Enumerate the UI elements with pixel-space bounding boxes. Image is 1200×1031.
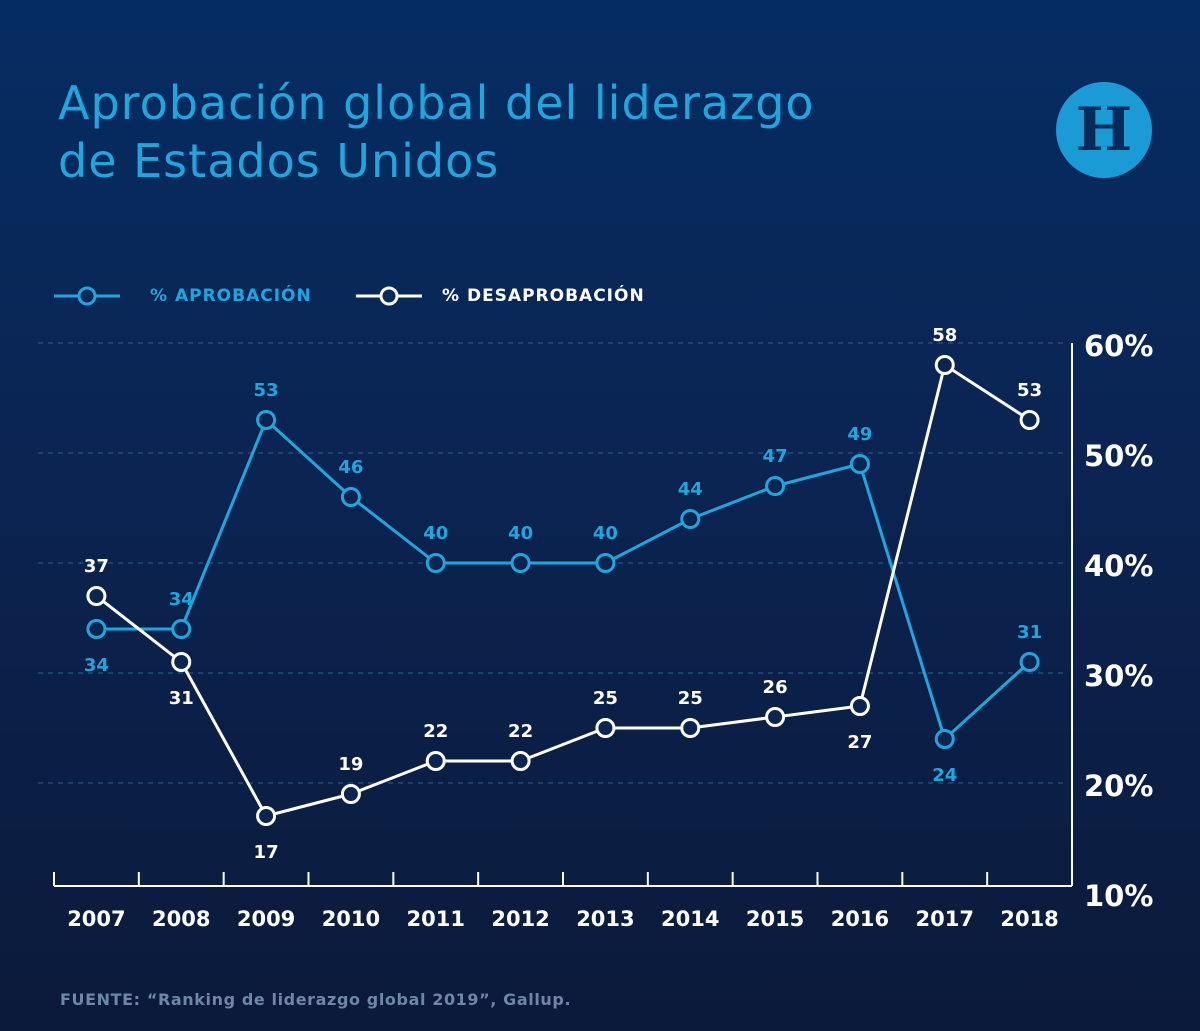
y-tick-label-10: 10% (1084, 879, 1153, 913)
y-tick-label-40: 40% (1084, 549, 1153, 583)
data-label-disapproval-2009: 17 (254, 842, 279, 863)
data-label-disapproval-2013: 25 (593, 688, 618, 709)
x-tick-label-2007: 2007 (67, 907, 125, 931)
data-label-approval-2018: 31 (1017, 622, 1042, 643)
brand-logo-letter: H (1075, 95, 1133, 165)
data-point-approval-2009 (256, 410, 277, 430)
data-label-approval-2016: 49 (847, 424, 872, 445)
x-tick-label-2014: 2014 (661, 907, 719, 931)
legend-label-disapproval: % DESAPROBACIÓN (442, 286, 645, 306)
x-tick-label-2009: 2009 (237, 907, 295, 931)
y-tick-label-30: 30% (1084, 659, 1153, 693)
chart-title: Aprobación global del liderazgo de Estad… (58, 74, 815, 190)
x-tick-label-2012: 2012 (491, 907, 549, 931)
source-note: FUENTE: “Ranking de liderazgo global 201… (60, 990, 572, 1009)
data-point-approval-2011 (425, 553, 446, 573)
data-point-disapproval-2011 (425, 751, 446, 771)
legend-approval-icon (54, 286, 120, 306)
data-label-approval-2012: 40 (508, 523, 533, 544)
data-point-disapproval-2010 (340, 784, 361, 804)
data-label-approval-2013: 40 (593, 523, 618, 544)
data-point-disapproval-2015 (765, 707, 786, 727)
data-point-disapproval-2013 (595, 718, 616, 738)
data-label-approval-2010: 46 (338, 457, 363, 478)
x-tick-label-2013: 2013 (576, 907, 634, 931)
data-point-disapproval-2012 (510, 751, 531, 771)
x-tick-label-2016: 2016 (831, 907, 889, 931)
data-label-approval-2008: 34 (169, 589, 194, 610)
y-tick-label-60: 60% (1084, 329, 1153, 363)
data-point-approval-2007 (86, 619, 107, 639)
x-tick-label-2018: 2018 (1000, 907, 1058, 931)
data-point-approval-2016 (849, 454, 870, 474)
data-label-approval-2007: 34 (84, 655, 109, 676)
brand-logo: H (1056, 82, 1152, 178)
series-line-disapproval (95, 363, 1031, 818)
data-label-approval-2009: 53 (254, 380, 279, 401)
legend-disapproval-icon (356, 286, 422, 306)
data-label-disapproval-2010: 19 (338, 754, 363, 775)
data-point-disapproval-2018 (1019, 410, 1040, 430)
series-line-approval (96, 418, 1031, 741)
y-tick-label-20: 20% (1084, 769, 1153, 803)
data-label-disapproval-2016: 27 (847, 732, 872, 753)
data-point-approval-2013 (595, 553, 616, 573)
data-label-approval-2011: 40 (423, 523, 448, 544)
y-tick-label-50: 50% (1084, 439, 1153, 473)
data-point-disapproval-2009 (256, 806, 277, 826)
data-point-disapproval-2008 (171, 652, 192, 672)
data-label-approval-2014: 44 (678, 479, 703, 500)
data-point-approval-2017 (934, 729, 955, 749)
data-label-disapproval-2017: 58 (932, 325, 957, 346)
x-tick-label-2010: 2010 (322, 907, 380, 931)
data-label-approval-2015: 47 (763, 446, 788, 467)
data-label-disapproval-2011: 22 (423, 721, 448, 742)
data-label-approval-2017: 24 (932, 765, 957, 786)
data-label-disapproval-2012: 22 (508, 721, 533, 742)
data-point-disapproval-2007 (86, 586, 107, 606)
data-point-approval-2010 (340, 487, 361, 507)
data-point-approval-2015 (765, 476, 786, 496)
data-point-disapproval-2017 (934, 355, 955, 375)
legend-label-approval: % APROBACIÓN (150, 286, 312, 306)
x-tick-label-2011: 2011 (407, 907, 465, 931)
x-tick-label-2017: 2017 (916, 907, 974, 931)
data-point-disapproval-2016 (849, 696, 870, 716)
x-tick-label-2008: 2008 (152, 907, 210, 931)
x-tick-label-2015: 2015 (746, 907, 804, 931)
data-point-approval-2018 (1019, 652, 1040, 672)
chart-title-line-1: Aprobación global del liderazgo (58, 76, 815, 130)
data-label-disapproval-2015: 26 (763, 677, 788, 698)
data-point-approval-2012 (510, 553, 531, 573)
chart-title-line-2: de Estados Unidos (58, 134, 500, 188)
data-label-disapproval-2018: 53 (1017, 380, 1042, 401)
data-point-disapproval-2014 (680, 718, 701, 738)
data-label-disapproval-2014: 25 (678, 688, 703, 709)
data-label-disapproval-2008: 31 (169, 688, 194, 709)
data-point-approval-2014 (680, 509, 701, 529)
data-point-approval-2008 (171, 619, 192, 639)
data-label-disapproval-2007: 37 (84, 556, 109, 577)
